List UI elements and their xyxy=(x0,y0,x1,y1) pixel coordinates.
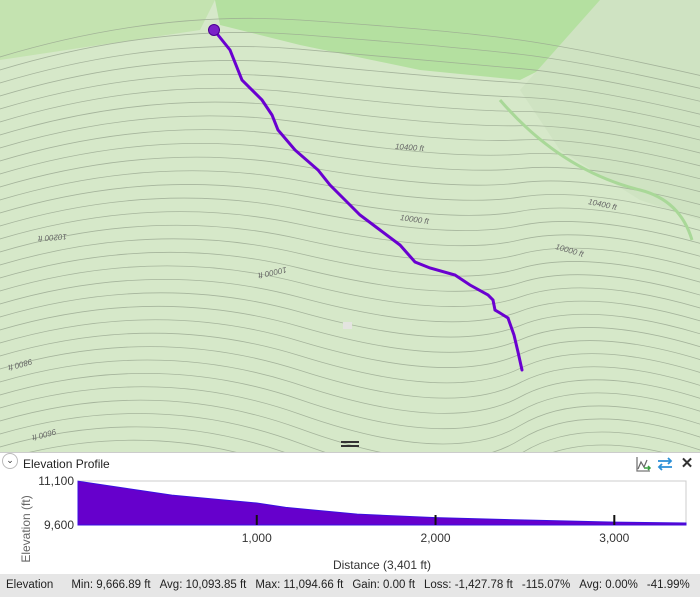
contour-line xyxy=(0,115,700,167)
contour-line xyxy=(0,197,700,244)
status-loss-pct: -115.07% xyxy=(521,579,571,591)
contour-line xyxy=(0,251,700,296)
panel-title: Elevation Profile xyxy=(23,457,110,471)
contour-line xyxy=(0,101,700,154)
y-axis-label: Elevation (ft) xyxy=(19,495,33,562)
contour-line xyxy=(0,386,700,445)
map-view[interactable]: 10400 ft 10200 ft 10000 ft 9800 ft 9600 … xyxy=(0,0,700,452)
elevation-chart[interactable]: 1,000 2,000 3,000 11,100 9,600 Distance (3,40… xyxy=(0,467,700,575)
panel-resize-handle[interactable] xyxy=(341,441,359,447)
contour-line xyxy=(29,439,237,452)
status-label: Elevation xyxy=(6,579,54,591)
elevation-area xyxy=(77,480,687,526)
x-tick-mark xyxy=(613,515,616,525)
contour-line xyxy=(0,17,700,76)
contour-line xyxy=(0,170,700,218)
contour-line xyxy=(0,156,700,206)
contour-line xyxy=(0,211,700,257)
route-line[interactable] xyxy=(212,28,524,372)
status-avg: Avg: 10,093.85 ft xyxy=(159,579,247,591)
status-slope: -41.99% xyxy=(646,579,690,591)
contour-line xyxy=(0,359,700,414)
close-icon[interactable]: ✕ xyxy=(680,455,694,472)
x-tick-label: 2,000 xyxy=(421,531,451,545)
terrain-map xyxy=(0,0,700,452)
status-bar: Elevation Min: 9,666.89 ft Avg: 10,093.85 … xyxy=(0,574,700,597)
x-axis-label: Distance (3,401 ft) xyxy=(333,558,431,572)
building-icon xyxy=(343,322,352,329)
swap-direction-icon[interactable] xyxy=(656,455,674,473)
contour-line xyxy=(0,143,700,193)
contour-line xyxy=(0,224,700,270)
collapse-chevron-icon[interactable]: ⌄ xyxy=(2,453,18,469)
trail-line xyxy=(498,99,694,241)
contour-line xyxy=(0,413,700,452)
contour-line xyxy=(0,305,700,353)
contour-label: 10400 ft xyxy=(394,142,425,153)
y-tick-label: 9,600 xyxy=(44,518,74,532)
ridge-area xyxy=(520,0,700,220)
x-tick-mark xyxy=(434,515,437,525)
y-tick-label: 11,100 xyxy=(38,474,74,488)
contour-line xyxy=(0,129,700,180)
contour-line xyxy=(0,87,700,141)
contour-line xyxy=(0,60,700,115)
vegetation-area xyxy=(0,0,215,60)
contour-line xyxy=(0,238,700,283)
vegetation-area xyxy=(215,0,600,80)
contour-line xyxy=(0,265,700,309)
status-gain: Gain: 0.00 ft xyxy=(352,579,416,591)
status-max: Max: 11,094.66 ft xyxy=(255,579,344,591)
contour-line xyxy=(0,373,700,430)
x-tick-label: 3,000 xyxy=(599,531,629,545)
contour-line xyxy=(0,292,700,338)
contour-line xyxy=(0,332,700,384)
status-loss: Loss: -1,427.78 ft xyxy=(424,579,513,591)
chart-export-icon[interactable] xyxy=(634,455,652,473)
contour-line xyxy=(0,399,700,452)
contour-line xyxy=(0,46,700,102)
x-tick-mark xyxy=(255,515,258,525)
contour-line xyxy=(0,319,700,368)
elevation-profile-panel: ⌄ Elevation Profile ✕ 1,000 2,000 3,000 11,… xyxy=(0,452,700,575)
status-min: Min: 9,666.89 ft xyxy=(71,579,151,591)
contour-line xyxy=(0,184,700,231)
contour-line xyxy=(0,346,700,399)
contour-line xyxy=(0,278,700,323)
route-start-marker[interactable] xyxy=(208,24,220,36)
contour-line xyxy=(0,73,700,128)
x-tick-label: 1,000 xyxy=(242,531,272,545)
status-avg-slope: Avg: 0.00% xyxy=(579,579,638,591)
contour-line xyxy=(0,32,700,89)
contour-line xyxy=(0,426,663,452)
